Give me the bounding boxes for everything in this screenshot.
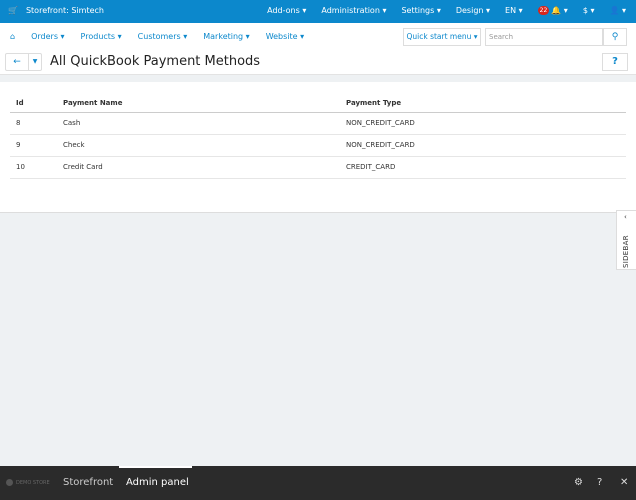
back-button-group: ← ▼ — [5, 53, 42, 71]
nav-website[interactable]: Website ▾ — [265, 32, 305, 41]
header-payment-type: Payment Type — [340, 94, 626, 113]
cell-name: Credit Card — [57, 156, 340, 179]
table-row: 10 Credit Card CREDIT_CARD — [10, 156, 626, 179]
cell-type: CREDIT_CARD — [340, 156, 626, 179]
settings-menu[interactable]: Settings ▾ — [401, 6, 441, 15]
chevron-left-icon: ‹ — [624, 213, 627, 221]
sidebar-label: SIDEBAR — [622, 235, 630, 268]
administration-menu[interactable]: Administration ▾ — [321, 6, 387, 15]
currency-menu[interactable]: $ ▾ — [582, 6, 595, 15]
back-arrow-icon[interactable]: ← — [13, 57, 21, 67]
language-menu[interactable]: EN ▾ — [505, 6, 523, 15]
cell-type: NON_CREDIT_CARD — [340, 112, 626, 135]
header-payment-name: Payment Name — [57, 94, 340, 113]
demo-store-logo: DEMO STORE — [6, 479, 50, 486]
notifications-bell-icon[interactable]: 🔔 ▾ — [551, 6, 568, 15]
addons-menu[interactable]: Add-ons ▾ — [267, 6, 307, 15]
page-title: All QuickBook Payment Methods — [50, 54, 261, 69]
gear-icon[interactable]: ⚙ — [574, 477, 583, 488]
search-input[interactable]: Search — [485, 28, 603, 46]
cell-id: 10 — [10, 156, 57, 179]
store-name: Storefront: Simtech — [25, 6, 105, 15]
bottom-bar: DEMO STORE Storefront Admin panel ⚙ ? ✕ — [0, 466, 636, 500]
store-link[interactable]: 🛒 Storefront: Simtech — [8, 6, 104, 15]
main-nav: ⌂ Orders ▾ Products ▾ Customers ▾ Market… — [0, 23, 636, 50]
user-menu-icon[interactable]: 👤 ▾ — [609, 6, 626, 15]
admin-panel-tab[interactable]: Admin panel — [126, 477, 189, 488]
cell-name: Cash — [57, 112, 340, 135]
design-menu[interactable]: Design ▾ — [455, 6, 491, 15]
sidebar-toggle[interactable]: ‹ SIDEBAR — [616, 210, 636, 270]
storefront-tab[interactable]: Storefront — [63, 477, 114, 488]
close-icon[interactable]: ✕ — [620, 477, 629, 488]
cell-id: 8 — [10, 112, 57, 135]
help-icon[interactable]: ? — [597, 477, 603, 488]
payment-methods-table: Id Payment Name Payment Type 8 Cash NON_CR… — [10, 94, 626, 179]
cell-type: NON_CREDIT_CARD — [340, 134, 626, 157]
active-tab-indicator — [119, 466, 192, 468]
chevron-down-icon[interactable]: ▼ — [28, 54, 41, 70]
nav-products[interactable]: Products ▾ — [80, 32, 122, 41]
header-id: Id — [10, 94, 57, 113]
home-icon[interactable]: ⌂ — [10, 32, 16, 41]
help-icon[interactable]: ? — [602, 53, 628, 71]
nav-orders[interactable]: Orders ▾ — [31, 32, 65, 41]
cell-name: Check — [57, 134, 340, 157]
content-panel: Id Payment Name Payment Type 8 Cash NON_CR… — [0, 82, 636, 213]
search-icon[interactable]: ⚲ — [603, 28, 627, 46]
table-row: 8 Cash NON_CREDIT_CARD — [10, 112, 626, 135]
quick-start-menu-button[interactable]: Quick start menu ▾ — [403, 28, 481, 46]
table-row: 9 Check NON_CREDIT_CARD — [10, 134, 626, 157]
top-bar: 🛒 Storefront: Simtech Add-ons ▾ Administr… — [0, 0, 636, 23]
nav-customers[interactable]: Customers ▾ — [137, 32, 188, 41]
notification-badge: 22 — [537, 6, 550, 15]
cart-icon: 🛒 — [8, 6, 18, 15]
table-header: Id Payment Name Payment Type — [10, 94, 626, 113]
nav-marketing[interactable]: Marketing ▾ — [203, 32, 250, 41]
notifications-menu[interactable]: 22 🔔 ▾ — [537, 6, 568, 15]
title-bar: ← ▼ All QuickBook Payment Methods ? — [0, 50, 636, 75]
cell-id: 9 — [10, 134, 57, 157]
